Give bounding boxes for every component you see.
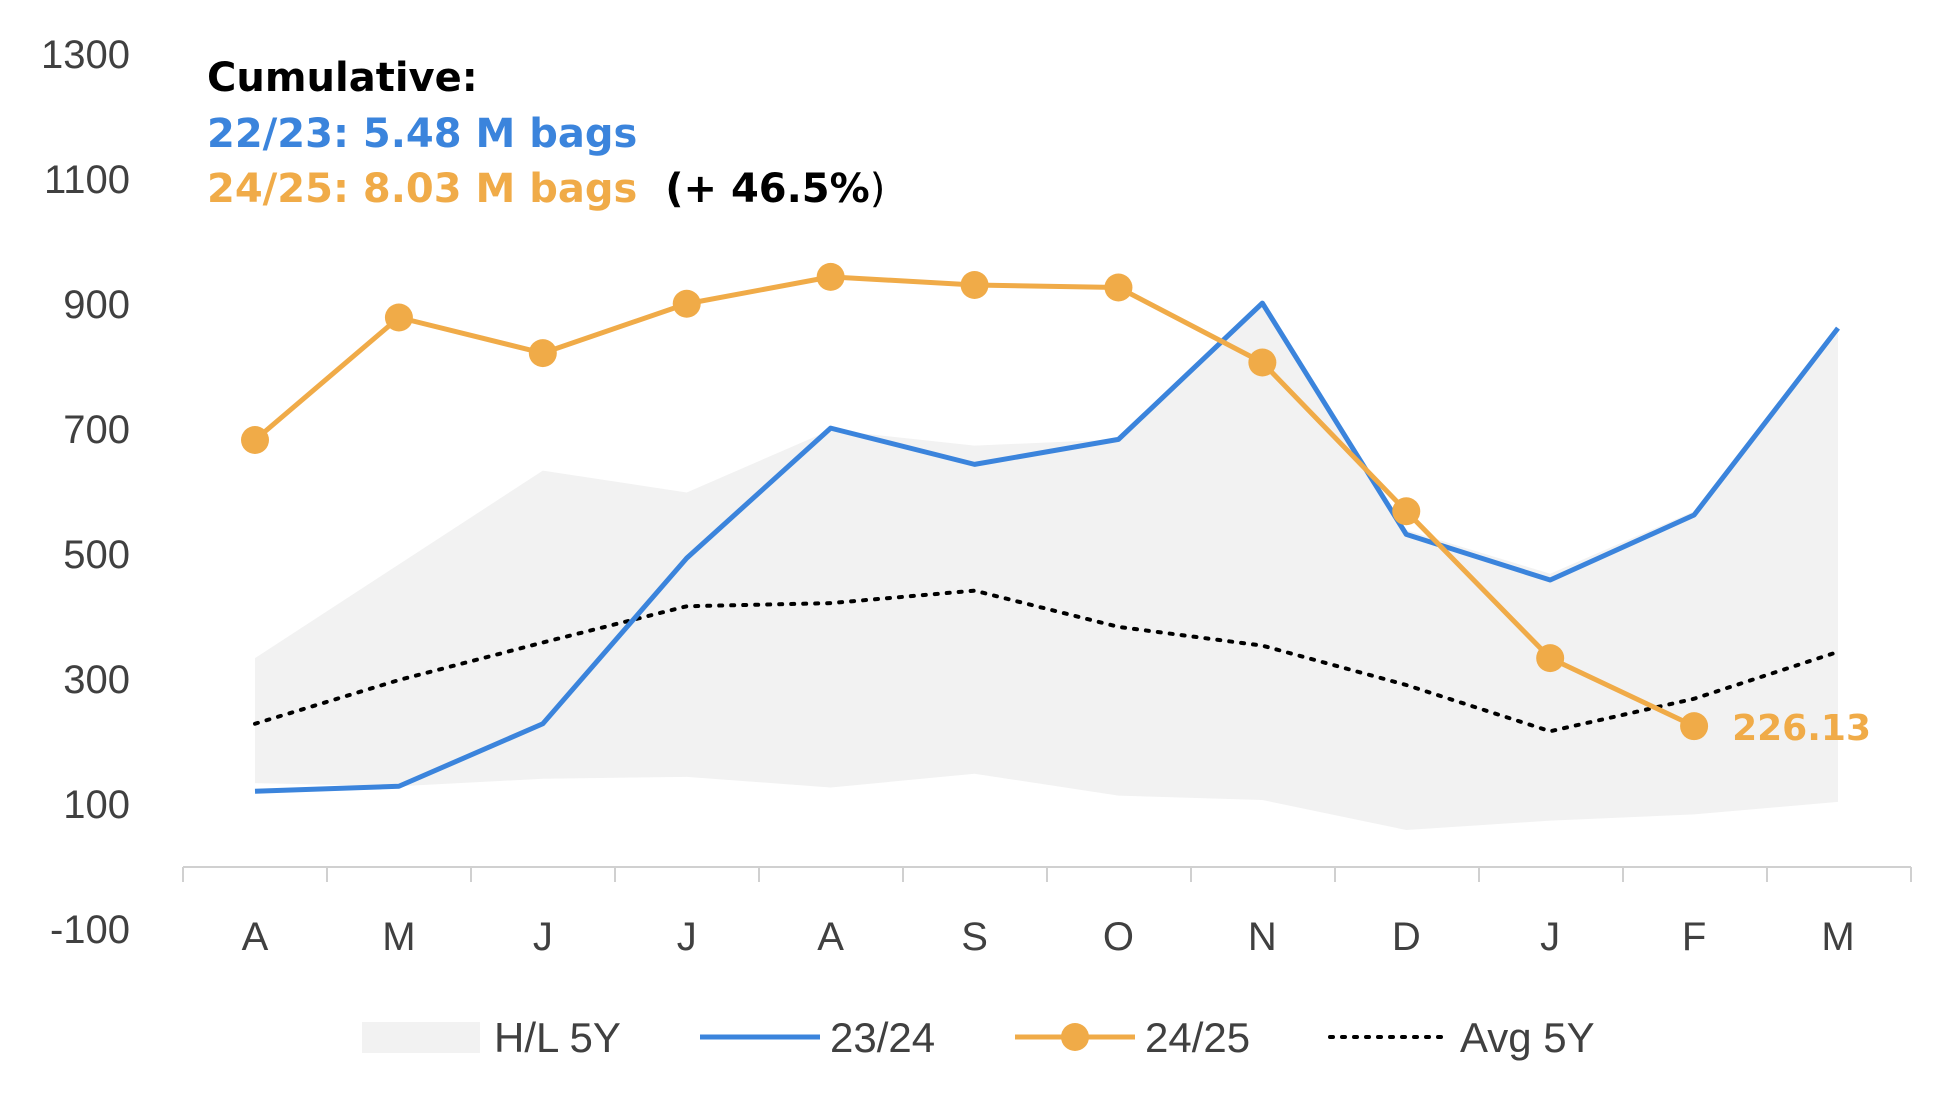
series-point-24-25 xyxy=(1536,644,1565,673)
annotation-24-25-paren: ) xyxy=(870,166,886,212)
y-tick-label: 700 xyxy=(63,408,130,452)
y-tick-label: 100 xyxy=(63,783,130,827)
x-axis-ticks xyxy=(182,867,1912,882)
series-point-24-25 xyxy=(384,303,413,332)
x-tick-label: F xyxy=(1682,915,1706,959)
series-point-24-25 xyxy=(1392,497,1421,526)
series-point-24-25 xyxy=(528,339,557,368)
x-tick-label: M xyxy=(1821,915,1854,959)
series-point-24-25 xyxy=(960,271,989,299)
y-axis: 1300 1100 900 700 500 300 100 -100 xyxy=(41,33,130,952)
legend: H/L 5Y 23/24 24/25 Avg 5Y xyxy=(362,1014,1595,1061)
series-point-24-25 xyxy=(1248,348,1277,377)
x-tick-label: J xyxy=(1540,915,1560,959)
high-low-band xyxy=(255,301,1838,830)
x-tick-label: J xyxy=(533,915,553,959)
series-point-24-25 xyxy=(816,262,845,291)
y-tick-label: 900 xyxy=(63,283,130,327)
y-tick-label: 500 xyxy=(63,533,130,577)
annotation-24-25-change: (+ 46.5% xyxy=(665,166,870,212)
legend-marker-24-25 xyxy=(1061,1023,1089,1051)
annotation-heading: Cumulative: xyxy=(207,55,478,101)
last-value-label: 226.13 xyxy=(1732,708,1871,749)
x-tick-label: J xyxy=(677,915,697,959)
cumulative-annotation: Cumulative: 22/23: 5.48 M bags 24/25: 8.… xyxy=(207,55,885,212)
x-axis-labels: A M J J A S O N D J F M xyxy=(242,915,1855,959)
legend-label-band: H/L 5Y xyxy=(494,1014,621,1061)
annotation-line-22-23: 22/23: 5.48 M bags xyxy=(207,111,637,157)
x-tick-label: M xyxy=(382,915,415,959)
x-tick-label: N xyxy=(1248,915,1277,959)
legend-label-24-25: 24/25 xyxy=(1145,1014,1250,1061)
series-point-24-25 xyxy=(1680,712,1709,741)
y-tick-label: 300 xyxy=(63,658,130,702)
y-tick-label: 1300 xyxy=(41,33,130,77)
annotation-line-24-25: 24/25: 8.03 M bags (+ 46.5%) xyxy=(207,166,885,212)
series-line-avg-5y xyxy=(253,588,1840,734)
series-point-24-25 xyxy=(672,289,701,318)
legend-label-23-24: 23/24 xyxy=(830,1014,935,1061)
series-point-24-25 xyxy=(241,426,269,454)
series-markers-24-25 xyxy=(241,262,1709,741)
x-tick-label: D xyxy=(1392,915,1421,959)
legend-swatch-band xyxy=(362,1022,480,1053)
series-point-24-25 xyxy=(1104,273,1133,302)
x-tick-label: O xyxy=(1103,915,1134,959)
y-tick-label: 1100 xyxy=(44,158,130,202)
y-tick-label: -100 xyxy=(50,908,130,952)
x-tick-label: A xyxy=(817,915,844,959)
annotation-24-25-value: 24/25: 8.03 M bags xyxy=(207,166,637,212)
x-tick-label: A xyxy=(242,915,269,959)
x-tick-label: S xyxy=(961,915,988,959)
series-line-23-24 xyxy=(254,300,1840,794)
legend-label-avg-5y: Avg 5Y xyxy=(1460,1014,1595,1061)
